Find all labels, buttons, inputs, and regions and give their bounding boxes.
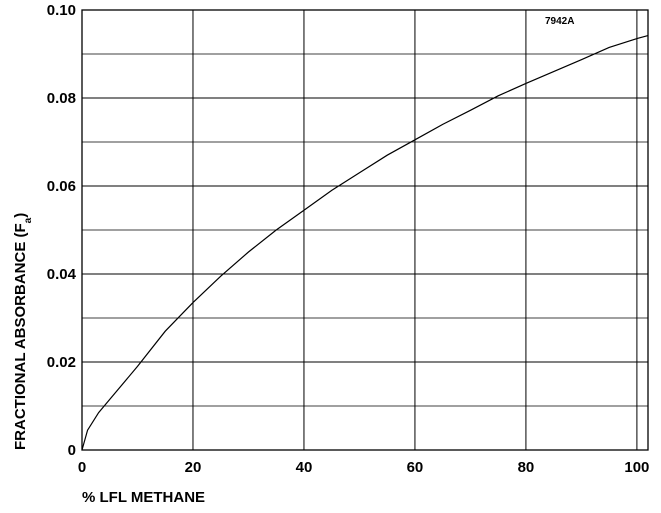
y-tick-label: 0.10 <box>47 2 76 19</box>
x-tick-label: 40 <box>296 459 313 476</box>
tick-labels: 0 20 40 60 80 100 0 0.02 0.04 0.06 0.08 0.10 <box>47 2 650 476</box>
series-group <box>81 34 649 451</box>
y-axis-title: FRACTIONAL ABSORBANCE (Fa) <box>12 213 34 450</box>
x-tick-label: 60 <box>407 459 424 476</box>
x-tick-label: 20 <box>185 459 202 476</box>
y-tick-label: 0.02 <box>47 354 76 371</box>
y-tick-label: 0 <box>68 442 76 459</box>
plot-frame <box>81 9 649 451</box>
x-axis-title: % LFL METHANE <box>82 489 205 506</box>
y-axis-title-main: FRACTIONAL ABSORBANCE (F <box>12 223 29 450</box>
y-tick-label: 0.04 <box>47 266 77 283</box>
x-tick-label: 100 <box>624 459 649 476</box>
y-axis-title-close: ) <box>12 213 29 218</box>
axes <box>81 9 649 451</box>
x-tick-label: 80 <box>518 459 535 476</box>
series-line <box>81 34 649 451</box>
figure-annotation: 7942A <box>545 16 574 27</box>
y-tick-label: 0.08 <box>47 90 76 107</box>
y-tick-label: 0.06 <box>47 178 76 195</box>
gridlines <box>81 9 648 451</box>
y-axis-title-subscript: a <box>23 217 34 223</box>
x-tick-label: 0 <box>78 459 86 476</box>
